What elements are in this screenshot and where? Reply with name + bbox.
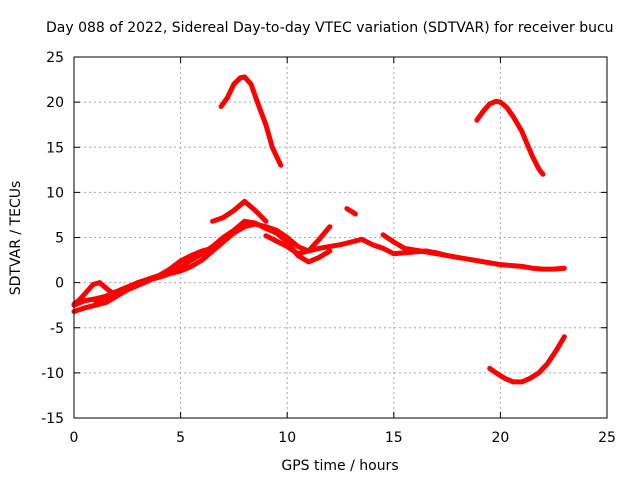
y-tick-label: -10: [41, 366, 64, 382]
series-line-arc-7: [218, 74, 284, 168]
y-tick-label: 10: [46, 185, 64, 201]
series-line-arc-3: [71, 280, 120, 307]
y-tick-label: -15: [41, 411, 64, 427]
x-axis-label: GPS time / hours: [281, 458, 398, 474]
x-tick-label: 10: [278, 430, 296, 446]
y-tick-label: -5: [50, 321, 64, 337]
series-line-arc-4: [92, 245, 216, 304]
series-line-arc-8: [474, 98, 546, 177]
series-line-arc-11: [380, 232, 450, 258]
series-line-arc-9: [487, 334, 567, 385]
x-tick-label: 5: [176, 430, 185, 446]
series-line-arc-5: [210, 198, 269, 224]
y-tick-label: 0: [55, 276, 64, 292]
y-tick-label: 5: [55, 231, 64, 247]
x-tick-label: 25: [598, 430, 616, 446]
x-tick-label: 0: [70, 430, 79, 446]
series-line-arc-10: [344, 206, 358, 217]
data-series: [71, 74, 567, 385]
series-line-arc-6: [263, 224, 333, 257]
series-line-arc-2: [71, 218, 333, 314]
chart-title: Day 088 of 2022, Sidereal Day-to-day VTE…: [46, 20, 614, 36]
y-axis-label: SDTVAR / TECUs: [8, 181, 24, 296]
y-tick-label: 25: [46, 50, 64, 66]
x-tick-label: 15: [385, 430, 403, 446]
axis-ticks: 0 5 10 15 20 25 -15 -10 -5 0 5 10 15 20 25: [41, 50, 616, 446]
y-tick-label: 15: [46, 140, 64, 156]
grid-lines: [74, 57, 607, 418]
x-tick-label: 20: [491, 430, 509, 446]
y-tick-label: 20: [46, 95, 64, 111]
